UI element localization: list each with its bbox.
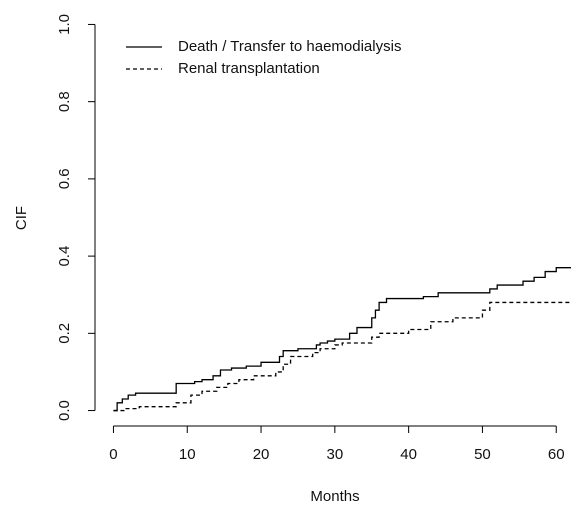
y-tick-label: 0.6: [56, 168, 73, 189]
legend-label: Renal transplantation: [178, 60, 320, 77]
legend-label: Death / Transfer to haemodialysis: [178, 38, 401, 55]
y-tick-label: 0.8: [56, 91, 73, 112]
y-tick-label: 0.2: [56, 323, 73, 344]
y-axis-label: CIF: [13, 206, 30, 230]
y-tick-label: 0.4: [56, 246, 73, 267]
cif-line: [113, 301, 571, 412]
y-tick-label: 1.0: [56, 14, 73, 35]
cif-line: [113, 267, 571, 412]
x-tick-label: 20: [253, 446, 270, 463]
x-tick-label: 60: [548, 446, 565, 463]
y-tick-label: 0.0: [56, 400, 73, 421]
x-axis-label: Months: [310, 488, 359, 505]
x-tick-label: 50: [474, 446, 491, 463]
x-tick-label: 40: [400, 446, 417, 463]
x-tick-label: 10: [179, 446, 196, 463]
x-tick-label: 0: [109, 446, 117, 463]
x-tick-label: 30: [327, 446, 344, 463]
